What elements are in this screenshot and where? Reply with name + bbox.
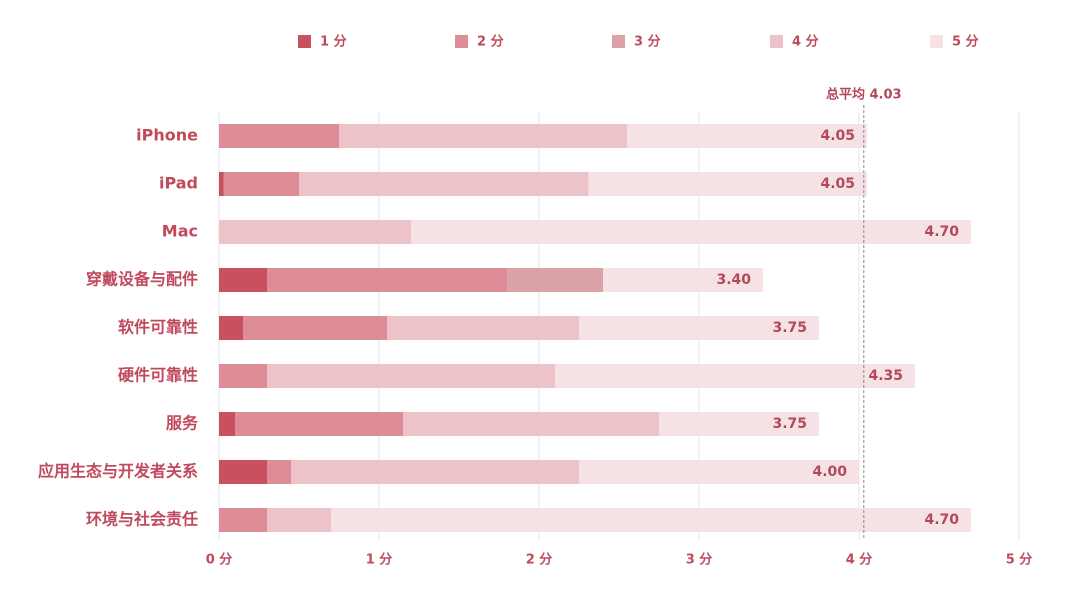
value-label: 4.00 [812, 464, 847, 480]
bar-segment [339, 124, 627, 148]
bar-segment [223, 172, 299, 196]
bar-segment [219, 268, 267, 292]
bar-segment [267, 268, 507, 292]
bar-segment [219, 172, 224, 196]
legend-label: 5 分 [952, 34, 979, 50]
bar-segment [219, 364, 267, 388]
bar-segment [219, 316, 243, 340]
bar-segment [219, 412, 235, 436]
legend-label: 2 分 [477, 34, 504, 50]
legend-swatch [930, 35, 943, 48]
bar-segment [243, 316, 387, 340]
bar-segment [555, 364, 915, 388]
value-label: 4.70 [924, 512, 959, 528]
bar-segment [579, 460, 859, 484]
category-label: 硬件可靠性 [118, 366, 198, 385]
bar-segment [507, 268, 603, 292]
x-tick-label: 0 分 [206, 552, 233, 568]
category-label: Mac [162, 222, 198, 241]
value-label: 4.05 [820, 128, 855, 144]
legend-swatch [298, 35, 311, 48]
legend-swatch [612, 35, 625, 48]
category-label: iPhone [136, 126, 198, 145]
category-label: 服务 [166, 414, 199, 433]
category-label: iPad [159, 174, 198, 193]
value-label: 4.05 [820, 176, 855, 192]
x-tick-label: 2 分 [526, 552, 553, 568]
bar-segment [387, 316, 579, 340]
bar-segment [403, 412, 659, 436]
bar-segment [411, 220, 971, 244]
bar-segment [267, 460, 291, 484]
legend-swatch [455, 35, 468, 48]
bar-segment [659, 412, 819, 436]
value-label: 4.35 [868, 368, 903, 384]
x-tick-label: 1 分 [366, 552, 393, 568]
x-tick-label: 4 分 [846, 552, 873, 568]
value-label: 4.70 [924, 224, 959, 240]
bar-segment [219, 220, 411, 244]
bar-segment [588, 172, 867, 196]
value-label: 3.40 [716, 272, 751, 288]
bar-segment [603, 268, 763, 292]
bar-segment [267, 508, 331, 532]
bar-segment [331, 508, 971, 532]
bar-segment [627, 124, 867, 148]
value-label: 3.75 [772, 320, 807, 336]
bar-segment [219, 124, 339, 148]
value-label: 3.75 [772, 416, 807, 432]
bar-segment [579, 316, 819, 340]
category-label: 应用生态与开发者关系 [38, 462, 198, 481]
x-tick-label: 3 分 [686, 552, 713, 568]
x-tick-label: 5 分 [1006, 552, 1033, 568]
category-label: 穿戴设备与配件 [86, 270, 198, 289]
category-label: 环境与社会责任 [86, 510, 198, 529]
legend-swatch [770, 35, 783, 48]
bar-segment [235, 412, 403, 436]
bar-segment [219, 508, 267, 532]
legend-label: 3 分 [634, 34, 661, 50]
average-label: 总平均 4.03 [826, 87, 902, 103]
bar-segment [267, 364, 555, 388]
category-label: 软件可靠性 [118, 318, 198, 337]
bar-segment [291, 460, 579, 484]
legend-label: 1 分 [320, 34, 347, 50]
legend-label: 4 分 [792, 34, 819, 50]
bar-segment [219, 460, 267, 484]
bar-segment [299, 172, 589, 196]
